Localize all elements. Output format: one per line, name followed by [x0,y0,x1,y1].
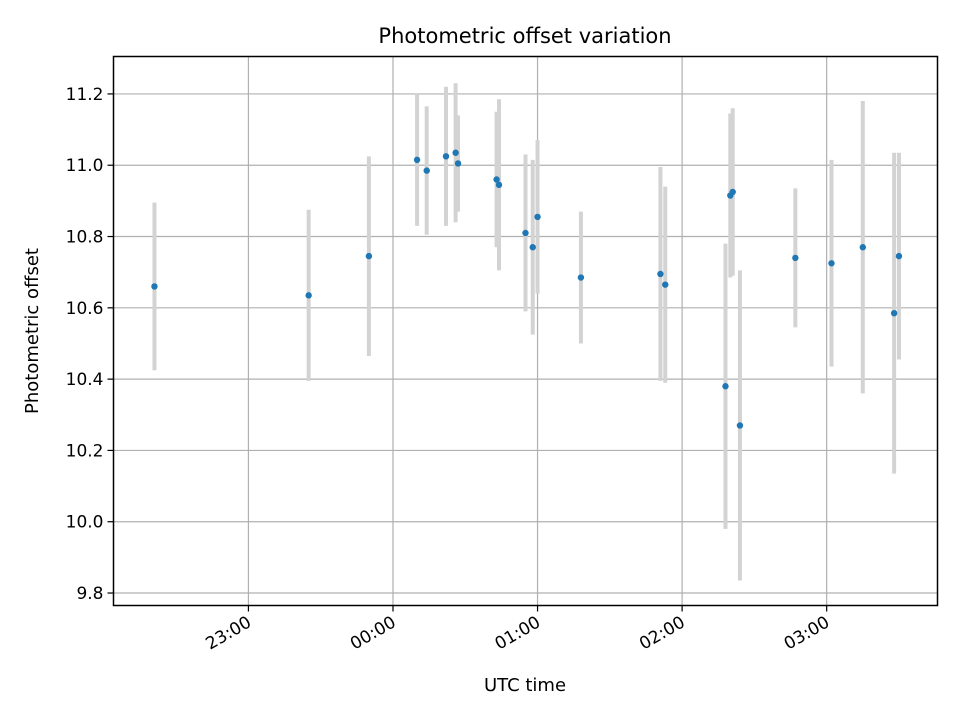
data-point [454,160,462,167]
data-point [365,252,373,260]
y-tick-label: 9.8 [76,584,103,604]
data-point [413,156,421,164]
data-point [859,244,867,251]
data-point [151,283,158,290]
data-point [890,309,898,317]
y-tick-label: 10.2 [66,441,104,461]
x-axis-title: UTC time [484,675,566,696]
data-point [657,270,664,278]
data-point [442,153,450,160]
data-points [151,149,903,429]
data-point [522,229,529,237]
data-point [895,252,903,260]
y-tick-label: 10.4 [66,370,104,390]
data-point [577,274,585,281]
data-point [452,149,459,156]
data-point [722,383,729,390]
y-axis-title: Photometric offset [22,248,43,414]
data-point [828,260,835,267]
data-point [423,167,430,174]
y-tick-label: 10.8 [66,228,104,248]
y-axis-ticks: 9.8 10.0 10.2 10.4 10.6 10.8 11.0 11.2 [66,85,114,604]
data-point [729,188,736,196]
data-point [493,176,500,183]
data-point [662,281,669,288]
y-tick-label: 10.0 [66,513,104,533]
data-point [534,213,541,221]
plot-frame [112,55,939,607]
data-point [529,244,536,251]
y-tick-label: 11.2 [66,85,104,105]
y-tick-label: 11.0 [66,156,104,176]
chart-title: Photometric offset variation [378,24,671,48]
data-point [305,292,312,299]
data-point [495,181,503,189]
data-point [792,254,799,262]
data-point [736,422,744,429]
y-tick-label: 10.6 [66,299,104,319]
